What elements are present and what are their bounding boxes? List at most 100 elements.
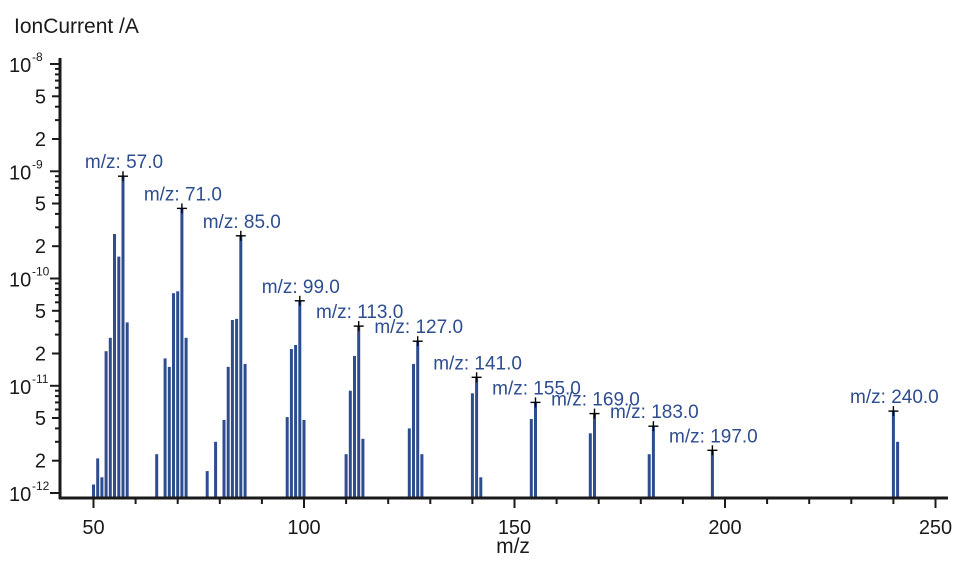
y-axis-label: IonCurrent /A <box>14 15 139 38</box>
bar-mz-241 <box>896 441 900 498</box>
bar-mz-169 <box>593 413 596 498</box>
y-tick-label: 10 -8 <box>9 50 43 77</box>
bar-mz-128 <box>420 454 424 498</box>
x-tick-label: 50 <box>82 517 104 539</box>
x-tick-label: 100 <box>287 517 320 539</box>
peak-annotation-label: m/z: 57.0 <box>85 152 163 173</box>
peak-annotation-label: m/z: 169.0 <box>551 390 640 411</box>
peak-annotation: m/z: 240.0 <box>850 387 939 417</box>
bar-mz-55 <box>113 234 116 498</box>
bar-mz-86 <box>243 363 247 498</box>
bar-mz-126 <box>412 363 415 498</box>
bar-mz-140 <box>470 393 474 498</box>
bar-mz-111 <box>348 390 352 498</box>
x-axis-label: m/z <box>496 535 530 558</box>
peak-annotation: m/z: 99.0 <box>262 277 340 306</box>
peak-annotation-label: m/z: 99.0 <box>262 277 340 298</box>
bar-mz-50 <box>92 484 95 498</box>
bar-mz-97 <box>289 349 293 498</box>
bar-mz-69 <box>172 293 175 498</box>
bar-mz-79 <box>214 441 218 498</box>
peak-annotation-label: m/z: 155.0 <box>492 378 581 399</box>
peak-annotation-label: m/z: 85.0 <box>203 212 281 233</box>
bar-mz-57 <box>121 176 125 498</box>
peak-annotation-label: m/z: 113.0 <box>316 302 403 323</box>
peak-annotation: m/z: 183.0 <box>610 402 699 432</box>
bar-mz-77 <box>205 471 209 498</box>
bar-mz-112 <box>353 355 356 498</box>
bar-mz-56 <box>117 256 121 498</box>
bar-mz-72 <box>184 337 188 498</box>
bar-mz-81 <box>222 419 226 498</box>
y-tick-label: 10 -10 <box>9 265 50 292</box>
bar-mz-110 <box>344 454 348 498</box>
bar-mz-168 <box>588 433 592 498</box>
bar-mz-52 <box>100 477 104 498</box>
bar-mz-70 <box>176 291 180 498</box>
y-minor-tick-label: 2 <box>35 344 46 366</box>
bar-mz-127 <box>416 341 420 498</box>
y-tick-exponent: -12 <box>32 479 50 493</box>
bar-mz-84 <box>235 318 239 498</box>
bar-mz-65 <box>155 454 159 498</box>
peak-annotation: m/z: 155.0 <box>492 378 581 408</box>
peak-annotation: m/z: 197.0 <box>669 426 758 456</box>
peak-annotation: m/z: 85.0 <box>203 212 281 241</box>
bar-mz-98 <box>294 345 298 498</box>
y-tick-label: 10 -12 <box>9 479 50 506</box>
bar-mz-99 <box>298 300 302 498</box>
peak-annotation: m/z: 57.0 <box>85 152 163 182</box>
peak-annotation-label: m/z: 240.0 <box>850 387 939 408</box>
y-tick-label: 10 -9 <box>9 157 43 184</box>
bar-mz-100 <box>302 419 306 498</box>
bar-mz-51 <box>96 458 100 498</box>
y-tick-base: 10 <box>9 484 31 506</box>
bar-mz-54 <box>108 337 112 498</box>
bars-group <box>92 176 900 499</box>
bar-mz-67 <box>163 358 167 498</box>
peak-annotation-label: m/z: 183.0 <box>610 402 699 423</box>
bar-mz-58 <box>125 322 129 498</box>
bar-mz-142 <box>479 477 483 498</box>
y-tick-exponent: -8 <box>32 50 43 64</box>
bar-mz-141 <box>475 377 479 498</box>
peak-annotation: m/z: 127.0 <box>374 317 463 347</box>
y-minor-tick-label: 5 <box>35 86 46 108</box>
peak-annotation: m/z: 169.0 <box>551 390 640 419</box>
bar-mz-183 <box>651 426 655 498</box>
y-minor-tick-label: 2 <box>35 129 46 151</box>
y-minor-tick-label: 5 <box>35 301 46 323</box>
y-tick-exponent: -10 <box>32 265 50 279</box>
peak-annotation-label: m/z: 197.0 <box>669 426 758 447</box>
x-tick-label: 250 <box>919 517 952 539</box>
y-tick-base: 10 <box>9 270 31 292</box>
y-minor-tick-label: 5 <box>35 408 46 430</box>
y-minor-tick-label: 2 <box>35 236 46 258</box>
peak-annotation: m/z: 71.0 <box>144 184 222 214</box>
bar-mz-240 <box>891 411 895 498</box>
bar-mz-113 <box>357 326 361 498</box>
bar-mz-96 <box>285 417 289 498</box>
bar-mz-125 <box>407 428 411 498</box>
y-tick-exponent: -11 <box>32 372 49 386</box>
peak-annotation-label: m/z: 141.0 <box>433 353 522 374</box>
bar-mz-154 <box>529 419 533 498</box>
bar-mz-82 <box>226 366 230 498</box>
y-minor-tick-label: 5 <box>35 194 46 216</box>
peak-annotation: m/z: 141.0 <box>433 353 522 383</box>
bar-mz-71 <box>180 208 184 498</box>
bar-mz-155 <box>534 402 537 498</box>
bar-mz-85 <box>239 235 243 499</box>
x-ticks-group: 50 100 150 200 250 <box>82 498 952 539</box>
axes-group <box>58 58 948 500</box>
peak-annotation-label: m/z: 71.0 <box>144 184 222 205</box>
bar-mz-53 <box>104 351 108 498</box>
y-tick-base: 10 <box>9 55 31 77</box>
y-tick-base: 10 <box>9 377 31 399</box>
bar-mz-182 <box>647 454 651 498</box>
x-tick-label: 200 <box>708 517 741 539</box>
y-tick-base: 10 <box>9 162 31 184</box>
bar-mz-197 <box>710 450 714 498</box>
